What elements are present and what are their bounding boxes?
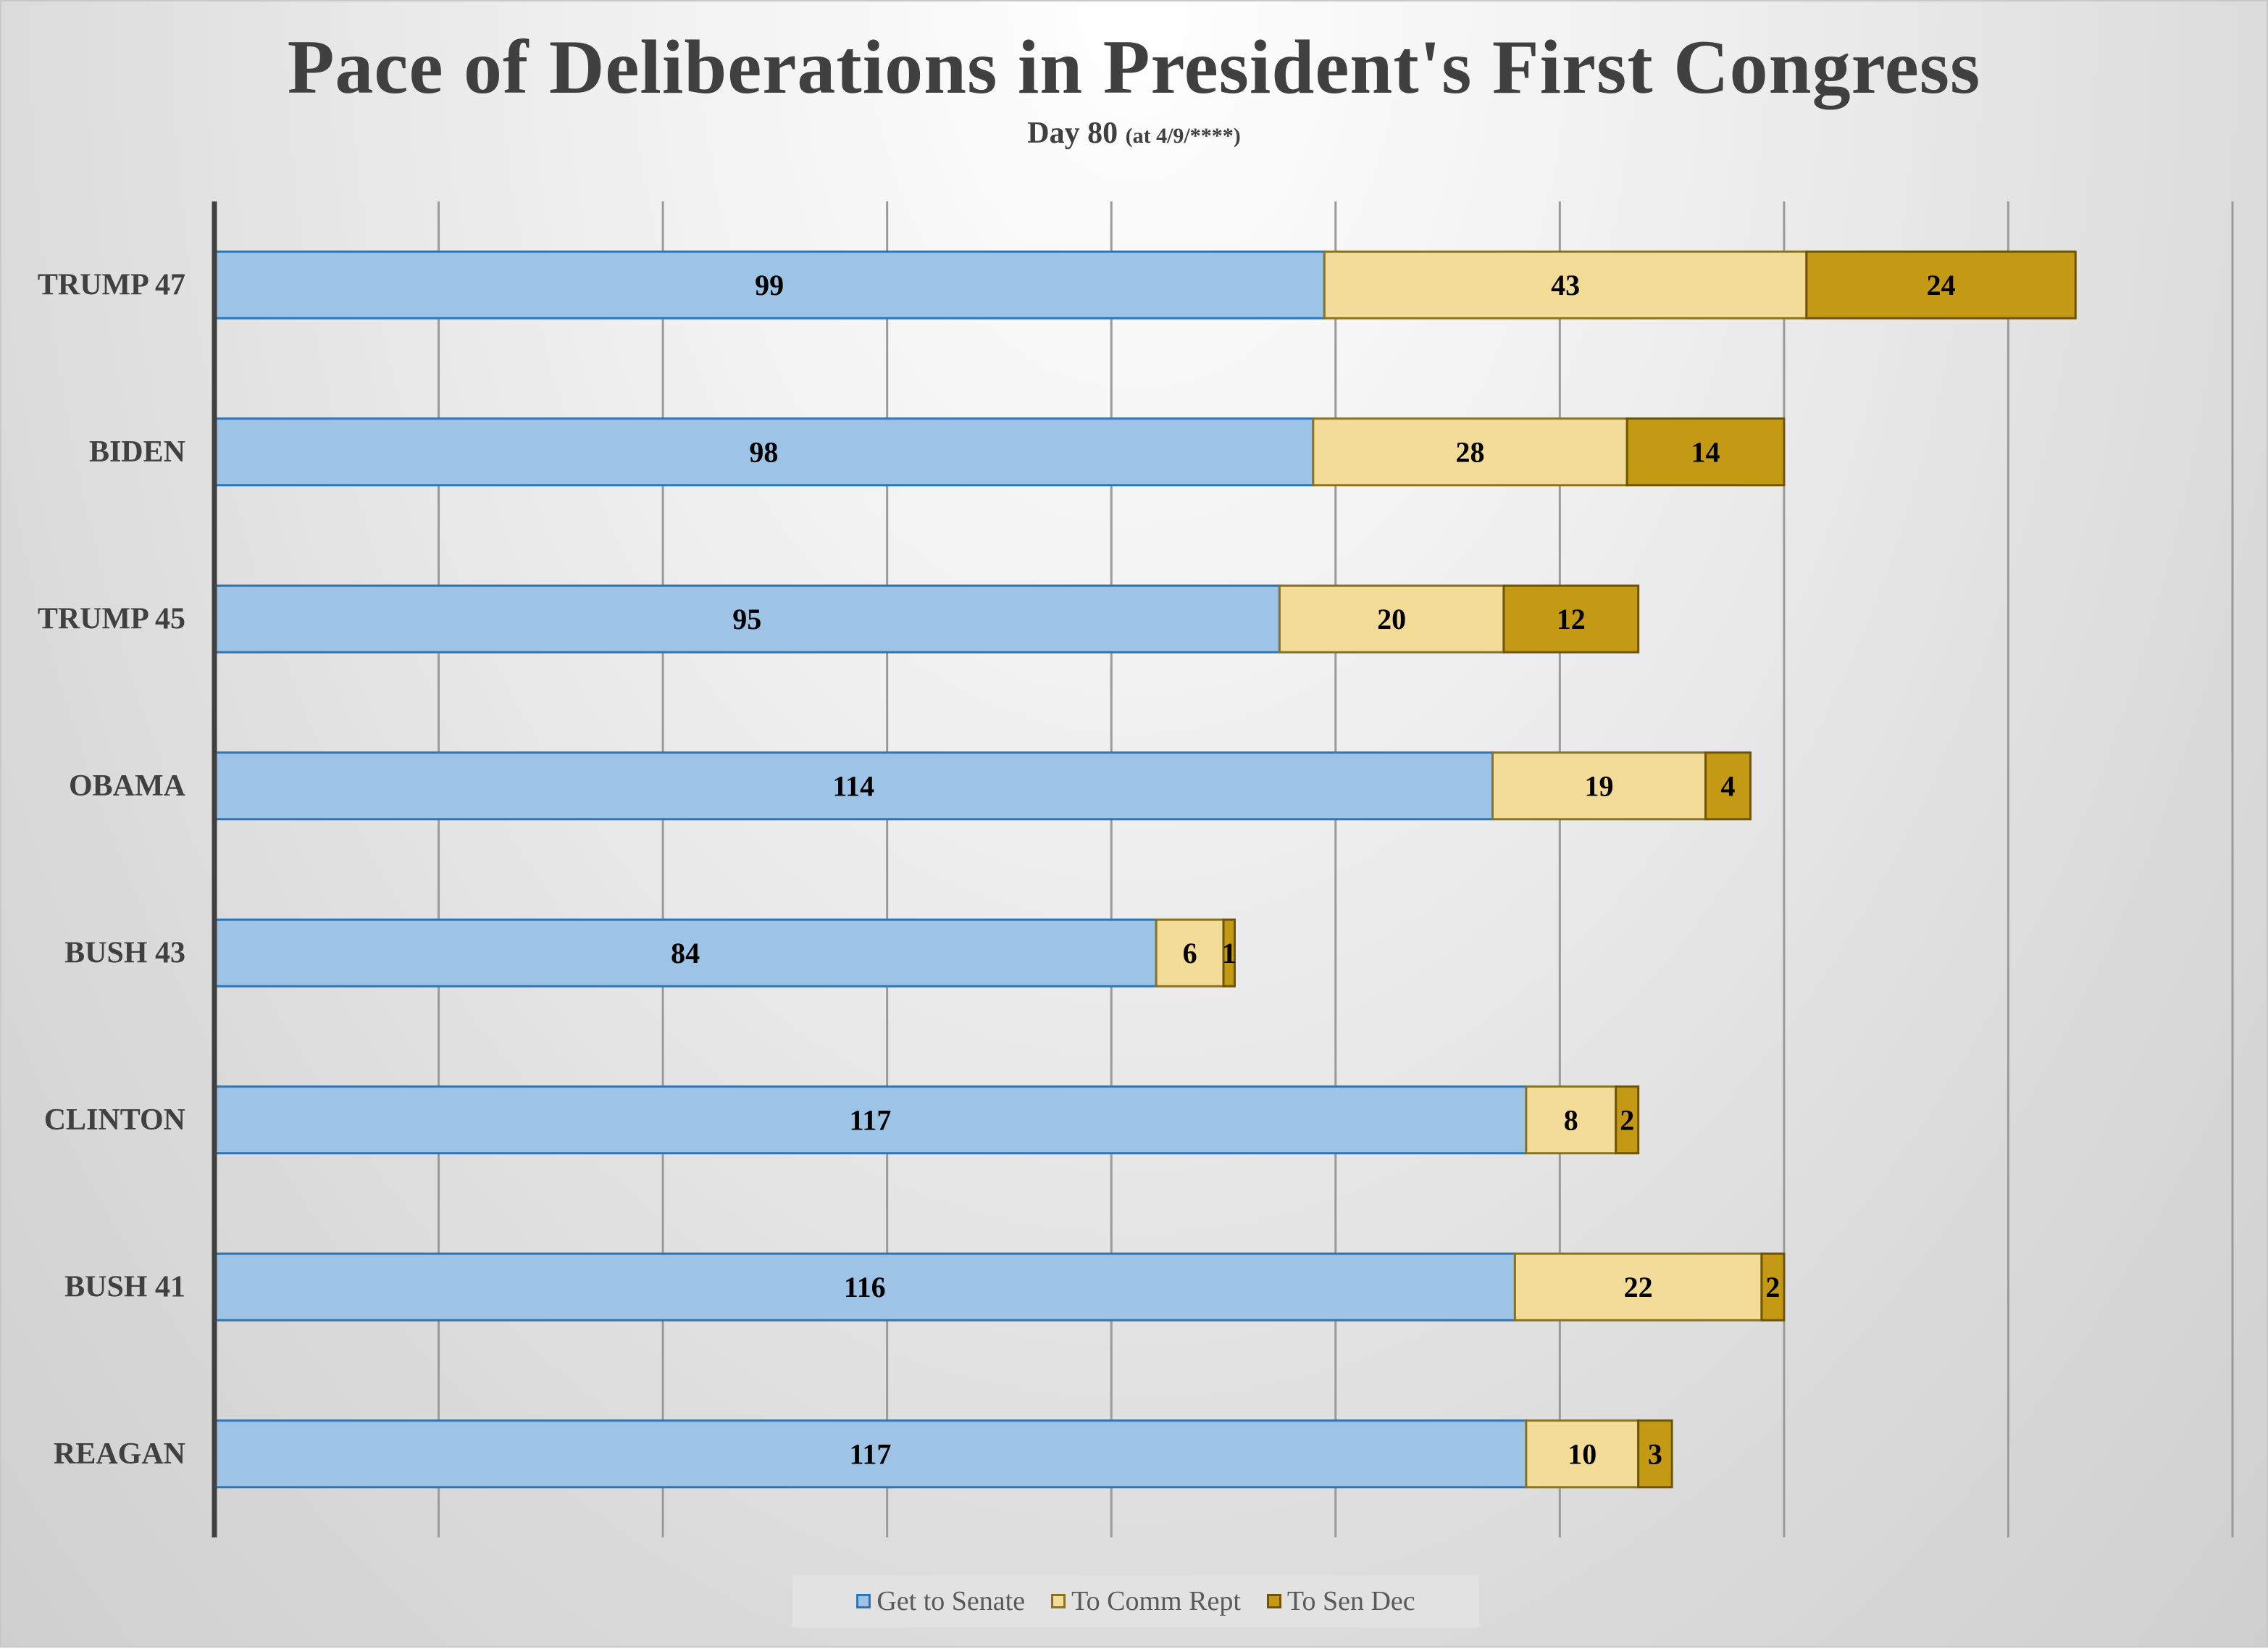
y-tick-label: TRUMP 47 (38, 268, 185, 301)
bar-segment (1222, 918, 1236, 988)
bar-segment (1760, 1252, 1786, 1322)
data-label: 1 (1222, 937, 1236, 969)
data-label: 3 (1648, 1437, 1662, 1470)
data-label: 19 (1585, 769, 1614, 802)
bar-segment (213, 417, 1315, 487)
data-label: 99 (755, 269, 784, 301)
bar-segment (1525, 1419, 1640, 1489)
data-label: 43 (1551, 269, 1580, 301)
legend-item: Get to Senate (856, 1585, 1025, 1617)
data-label: 84 (671, 937, 700, 969)
data-label: 95 (732, 603, 761, 635)
legend-item: To Comm Rept (1051, 1585, 1241, 1617)
bar-segment (1525, 1085, 1618, 1155)
data-label: 28 (1456, 435, 1485, 468)
data-label: 8 (1564, 1103, 1578, 1136)
data-label: 4 (1721, 769, 1736, 802)
legend-label: To Sen Dec (1286, 1586, 1415, 1616)
data-label: 2 (1620, 1103, 1634, 1136)
data-label: 24 (1927, 269, 1956, 301)
y-tick-label: OBAMA (69, 769, 186, 803)
chart-subtitle-main: Day 80 (1027, 117, 1118, 150)
y-tick-label: REAGAN (54, 1437, 185, 1471)
chart-subtitle: Day 80 (at 4/9/****) (1, 116, 2267, 151)
legend-swatch (1051, 1594, 1066, 1608)
legend: Get to Senate To Comm Rept To Sen Dec (792, 1575, 1479, 1627)
y-tick-label: BUSH 41 (64, 1270, 185, 1303)
y-tick-label: TRUMP 45 (38, 602, 185, 635)
y-tick-label: CLINTON (44, 1103, 185, 1137)
chart-subtitle-note: (at 4/9/****) (1125, 124, 1241, 148)
data-label: 20 (1377, 603, 1406, 635)
legend-label: Get to Senate (876, 1586, 1026, 1616)
data-label: 114 (832, 769, 874, 802)
bar-segment (1502, 584, 1640, 654)
data-label: 98 (749, 435, 778, 468)
bar-segment (1625, 417, 1786, 487)
y-tick-label: BUSH 43 (64, 936, 185, 969)
bar-segment (1278, 584, 1505, 654)
legend-swatch (856, 1594, 871, 1608)
y-tick-label: BIDEN (89, 435, 185, 469)
data-label: 6 (1183, 937, 1197, 969)
data-label: 14 (1691, 435, 1720, 468)
bar-segment (213, 1419, 1528, 1489)
data-label: 117 (850, 1437, 892, 1470)
bar-segment (1637, 1419, 1673, 1489)
data-label: 116 (844, 1271, 886, 1303)
bar-segment (1323, 250, 1808, 320)
bar-segment (1513, 1252, 1763, 1322)
bar-segment (1805, 250, 2077, 320)
bar-segment (1615, 1085, 1640, 1155)
data-label: 10 (1568, 1437, 1597, 1470)
bar-segment (213, 1085, 1528, 1155)
legend-swatch (1266, 1594, 1281, 1608)
bar-segment (1704, 751, 1752, 821)
data-label: 22 (1624, 1271, 1653, 1303)
legend-item: To Sen Dec (1266, 1585, 1415, 1617)
data-label: 117 (850, 1103, 892, 1136)
legend-label: To Comm Rept (1071, 1586, 1241, 1616)
chart-title: Pace of Deliberations in President's Fir… (287, 25, 1981, 109)
data-label: 2 (1765, 1271, 1780, 1303)
data-label: 12 (1557, 603, 1586, 635)
bar-segment (213, 918, 1158, 988)
